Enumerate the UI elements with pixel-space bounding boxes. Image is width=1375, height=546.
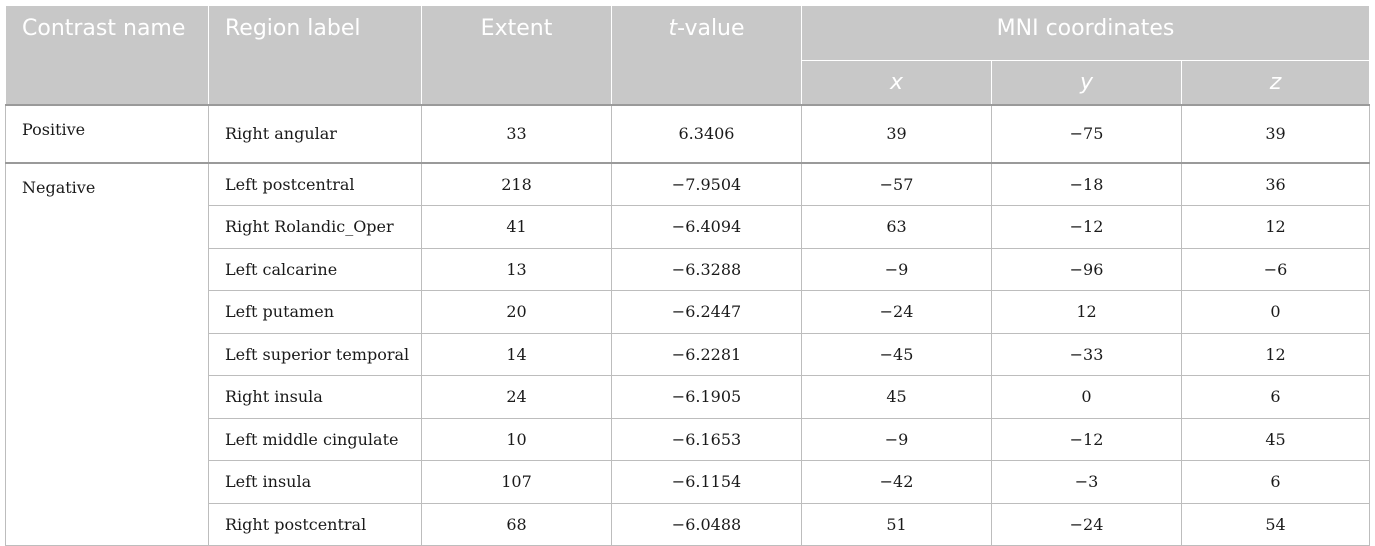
table-row: Positive Right angular 33 6.3406 39 −75 39 — [5, 104, 1371, 163]
header-region-label: Region label — [208, 5, 422, 106]
table-row: Negative Left postcentral 218 −7.9504 −57 −18… — [5, 161, 1371, 546]
header-z: z — [1180, 60, 1371, 106]
cell-y: −75 — [991, 104, 1182, 163]
table-row: Right postcentral 68 −6.0488 51 −24 54 — [6, 503, 1371, 546]
cell-z: 36 — [1180, 161, 1371, 206]
cell-x: −9 — [801, 418, 992, 461]
cell-z: 12 — [1180, 333, 1371, 376]
table-row: Left insula 107 −6.1154 −42 −3 6 — [6, 460, 1371, 504]
cell-t-value: 6.3406 — [611, 104, 802, 163]
cell-extent: 24 — [421, 375, 612, 419]
cell-region-label: Right Rolandic_Oper — [208, 205, 422, 249]
header-extent: Extent — [421, 5, 612, 106]
cell-x: −57 — [801, 161, 992, 206]
cell-y: −12 — [991, 205, 1182, 249]
cell-y: −24 — [991, 503, 1182, 546]
header-t-rest: -value — [677, 16, 745, 41]
cell-x: 51 — [801, 503, 992, 546]
cell-t-value: −6.1905 — [611, 375, 802, 419]
cell-z: 39 — [1180, 104, 1371, 163]
cell-z: 45 — [1180, 418, 1371, 461]
cell-t-value: −6.0488 — [611, 503, 802, 546]
cell-x: 39 — [801, 104, 992, 163]
cell-t-value: −6.4094 — [611, 205, 802, 249]
cell-x: −9 — [801, 248, 992, 291]
cell-z: 12 — [1180, 205, 1371, 249]
table-row: Left middle cingulate 10 −6.1653 −9 −12 45 — [6, 418, 1371, 461]
cell-y: −96 — [991, 248, 1182, 291]
cell-z: 54 — [1180, 503, 1371, 546]
cell-region-label: Right angular — [208, 104, 422, 163]
cell-region-label: Right postcentral — [208, 503, 422, 546]
cell-contrast-name: Positive — [5, 104, 209, 163]
cell-t-value: −6.1653 — [611, 418, 802, 461]
table-row: Right insula 24 −6.1905 45 0 6 — [6, 375, 1371, 419]
cell-y: −18 — [991, 161, 1182, 206]
cell-y: 0 — [991, 375, 1182, 419]
table-row: Left calcarine 13 −6.3288 −9 −96 −6 — [6, 248, 1371, 291]
cell-contrast-name: Negative — [5, 161, 209, 546]
cell-region-label: Left insula — [208, 460, 422, 504]
header-t-italic: t — [668, 16, 678, 41]
table-row: Left putamen 20 −6.2447 −24 12 0 — [6, 290, 1371, 334]
cell-x: −24 — [801, 290, 992, 334]
cell-region-label: Left calcarine — [208, 248, 422, 291]
cell-z: −6 — [1180, 248, 1371, 291]
cell-region-label: Left postcentral — [208, 161, 422, 206]
cell-extent: 218 — [421, 161, 612, 206]
cell-extent: 10 — [421, 418, 612, 461]
cell-z: 6 — [1180, 460, 1371, 504]
cell-y: −12 — [991, 418, 1182, 461]
cell-t-value: −6.2281 — [611, 333, 802, 376]
cell-t-value: −6.3288 — [611, 248, 802, 291]
cell-y: −33 — [991, 333, 1182, 376]
header-y: y — [991, 60, 1182, 106]
cell-extent: 68 — [421, 503, 612, 546]
cell-y: 12 — [991, 290, 1182, 334]
cell-extent: 41 — [421, 205, 612, 249]
cell-z: 6 — [1180, 375, 1371, 419]
header-x: x — [801, 60, 992, 106]
cell-extent: 14 — [421, 333, 612, 376]
cell-extent: 33 — [421, 104, 612, 163]
cell-extent: 20 — [421, 290, 612, 334]
header-mni-coordinates: MNI coordinates — [800, 5, 1371, 61]
cell-region-label: Left superior temporal — [208, 333, 422, 376]
cell-t-value: −6.2447 — [611, 290, 802, 334]
cell-z: 0 — [1180, 290, 1371, 334]
cell-x: −42 — [801, 460, 992, 504]
cell-t-value: −6.1154 — [611, 460, 802, 504]
results-table-container: Contrast name Region label Extent t-valu… — [5, 5, 1371, 546]
table-header: Contrast name Region label Extent t-valu… — [5, 5, 1371, 106]
cell-x: 63 — [801, 205, 992, 249]
cell-region-label: Left middle cingulate — [208, 418, 422, 461]
cell-region-label: Left putamen — [208, 290, 422, 334]
header-contrast-name: Contrast name — [5, 5, 209, 106]
cell-t-value: −7.9504 — [611, 161, 802, 206]
table-body: Positive Right angular 33 6.3406 39 −75 39 Nega… — [5, 104, 1371, 546]
cell-extent: 13 — [421, 248, 612, 291]
header-t-value: t-value — [611, 5, 802, 106]
cell-x: 45 — [801, 375, 992, 419]
results-table: Contrast name Region label Extent t-valu… — [5, 5, 1371, 546]
cell-region-label: Right insula — [208, 375, 422, 419]
table-row: Left superior temporal 14 −6.2281 −45 −33 12 — [6, 333, 1371, 376]
cell-y: −3 — [991, 460, 1182, 504]
cell-x: −45 — [801, 333, 992, 376]
table-row: Right Rolandic_Oper 41 −6.4094 63 −12 12 — [6, 205, 1371, 249]
cell-extent: 107 — [421, 460, 612, 504]
